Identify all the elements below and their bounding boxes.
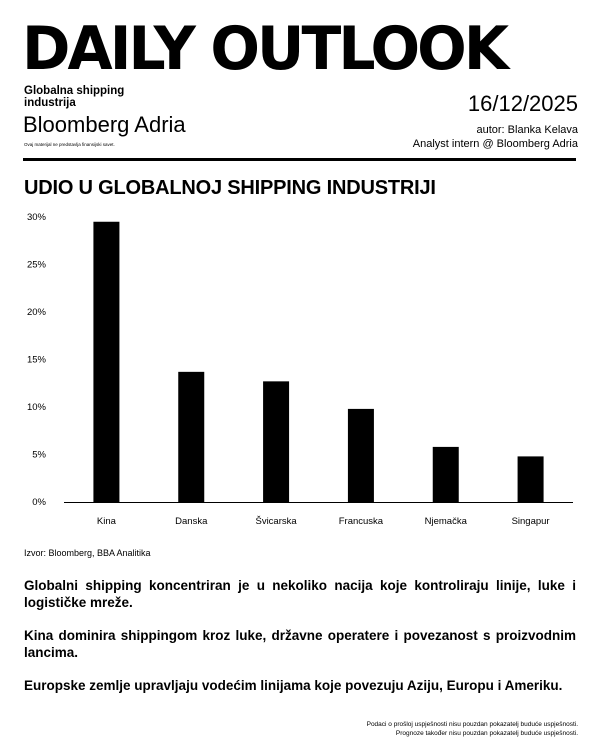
x-tick-label: Švicarska [255, 516, 297, 527]
y-tick-label: 25% [27, 260, 47, 271]
publication-subtitle: Globalna shipping industrija [24, 85, 125, 109]
body-paragraph-1: Globalni shipping koncentriran je u neko… [24, 578, 576, 610]
brand-name: Bloomberg Adria [23, 112, 186, 137]
author-role: Analyst intern @ Bloomberg Adria [412, 138, 578, 150]
bar-5 [432, 446, 459, 502]
header-divider [23, 158, 576, 161]
y-tick-label: 15% [27, 355, 47, 366]
chart-title: UDIO U GLOBALNOJ SHIPPING INDUSTRIJI [24, 177, 436, 199]
chart-bars [93, 221, 544, 502]
body-paragraph-3: Europske zemlje upravljaju vodećim linij… [24, 678, 563, 693]
y-tick-label: 0% [32, 497, 46, 508]
x-tick-label: Kina [97, 516, 117, 527]
chart-source: Izvor: Bloomberg, BBA Analitika [24, 548, 151, 558]
y-axis-ticks: 0% 5% 10% 15% 20% 25% 30% [27, 212, 47, 508]
x-tick-label: Singapur [512, 516, 550, 527]
body-paragraph-2: Kina dominira shippingom kroz luke, drža… [24, 628, 576, 660]
author-line: autor: Blanka Kelava [476, 124, 578, 136]
bar-chart: 0% 5% 10% 15% 20% 25% 30% Kina Danska Švicarska F… [27, 212, 573, 527]
y-tick-label: 5% [32, 450, 46, 461]
y-tick-label: 30% [27, 212, 47, 223]
footer-disclaimer-2: Prognoze također nisu pouzdan pokazatelj… [395, 730, 578, 737]
bar-6 [517, 456, 544, 502]
masthead-title: DAILY OUTLOOK [22, 14, 509, 84]
bar-3 [263, 381, 290, 502]
bar-2 [178, 371, 205, 502]
x-axis-labels: Kina Danska Švicarska Francuska Njemačka Sing… [97, 516, 550, 527]
x-tick-label: Francuska [339, 516, 384, 527]
bar-4 [347, 408, 374, 502]
bar-1 [93, 221, 120, 502]
footer-disclaimer-1: Podaci o prošlој uspješnosti nisu pouzda… [366, 721, 578, 728]
disclaimer-text: Ovaj materijal ne predstavlja finansijsk… [24, 142, 115, 147]
x-tick-label: Njemačka [425, 516, 468, 527]
y-tick-label: 10% [27, 402, 47, 413]
y-tick-label: 20% [27, 307, 47, 318]
x-tick-label: Danska [175, 516, 208, 527]
issue-date: 16/12/2025 [467, 91, 578, 116]
